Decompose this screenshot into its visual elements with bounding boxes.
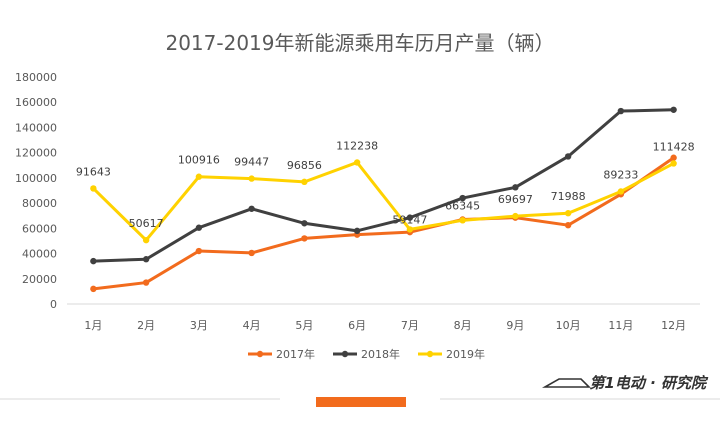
legend-label: 2018年	[361, 347, 400, 361]
series-point	[617, 107, 625, 115]
data-label: 89233	[603, 168, 638, 181]
data-label: 96856	[287, 159, 322, 172]
x-tick-label: 6月	[348, 319, 366, 332]
series-point	[90, 257, 97, 265]
data-label: 50617	[129, 217, 164, 230]
y-tick-label: 0	[50, 298, 57, 311]
legend-swatch-marker	[341, 350, 349, 358]
legend-label: 2017年	[276, 347, 315, 361]
car-logo-icon	[541, 378, 591, 388]
legend-label: 2019年	[446, 347, 485, 361]
legend-swatch-marker	[426, 350, 434, 358]
data-label: 99447	[234, 156, 269, 169]
y-tick-label: 160000	[15, 96, 57, 109]
series-point	[248, 249, 255, 257]
series-point	[406, 214, 414, 221]
series-point	[670, 160, 677, 167]
x-tick-label: 5月	[295, 319, 313, 332]
y-tick-label: 100000	[15, 172, 57, 185]
brand-name: 第1电动 · 研究院	[589, 374, 709, 392]
x-tick-label: 11月	[608, 319, 633, 332]
series-point	[564, 153, 572, 160]
series-point	[670, 154, 677, 161]
series-point	[512, 212, 519, 220]
series-point	[142, 279, 150, 286]
series-point	[195, 247, 203, 255]
series-point	[90, 185, 97, 192]
series-point	[617, 188, 625, 195]
x-tick-label: 10月	[556, 319, 581, 332]
data-label: 111428	[653, 140, 695, 153]
series-point	[90, 285, 97, 293]
chart-title: 2017-2019年新能源乘用车历月产量（辆）	[165, 31, 554, 55]
x-tick-label: 3月	[190, 319, 208, 332]
series-point	[564, 221, 572, 229]
data-label-group: 91643 50617 100916 99447 96856 112238 59147 663…	[76, 139, 695, 230]
series-point	[459, 217, 466, 224]
series-point	[248, 205, 255, 212]
series-point	[301, 220, 308, 227]
data-label: 69697	[498, 193, 533, 206]
series-point	[406, 226, 414, 233]
x-tick-label: 12月	[661, 319, 686, 332]
legend: 2017年 2018年 2019年	[248, 347, 485, 361]
x-tick-label: 9月	[506, 319, 524, 332]
y-tick-label: 180000	[15, 71, 57, 84]
series-point	[564, 210, 572, 217]
series-line	[91, 108, 676, 263]
y-tick-label: 120000	[15, 147, 57, 160]
footer-accent-bar	[316, 397, 406, 407]
brand-logo: 第1电动 · 研究院	[541, 374, 709, 392]
series-point	[142, 256, 150, 263]
y-tick-label: 80000	[22, 197, 57, 210]
series-point	[353, 227, 361, 235]
x-tick-label: 8月	[454, 319, 472, 332]
series-point	[670, 106, 677, 113]
axis-group: 0 20000 40000 60000 80000 100000 120000 140000 1…	[15, 71, 700, 332]
y-tick-label: 40000	[22, 248, 57, 261]
x-tick-label: 4月	[243, 319, 261, 332]
series-point	[195, 224, 203, 231]
y-tick-label: 20000	[22, 273, 57, 286]
data-label: 66345	[445, 199, 480, 212]
series-line	[91, 160, 676, 242]
series-group	[90, 106, 677, 293]
y-tick-label: 60000	[22, 222, 57, 235]
data-label: 100916	[178, 154, 220, 167]
data-label: 112238	[336, 139, 378, 152]
x-tick-label: 7月	[401, 319, 419, 332]
x-tick-label: 2月	[137, 319, 155, 332]
data-label: 71988	[551, 190, 586, 203]
series-point	[512, 184, 519, 191]
series-line	[91, 156, 676, 291]
x-tick-label: 1月	[84, 319, 102, 332]
series-point	[248, 175, 255, 182]
data-label: 59147	[392, 213, 427, 226]
series-point	[459, 194, 466, 202]
data-label: 91643	[76, 165, 111, 178]
series-point	[142, 236, 150, 244]
legend-swatch-marker	[256, 350, 264, 358]
series-point	[195, 173, 203, 180]
series-point	[353, 159, 361, 166]
y-tick-label: 140000	[15, 121, 57, 134]
series-point	[301, 235, 308, 242]
series-point	[301, 178, 308, 186]
